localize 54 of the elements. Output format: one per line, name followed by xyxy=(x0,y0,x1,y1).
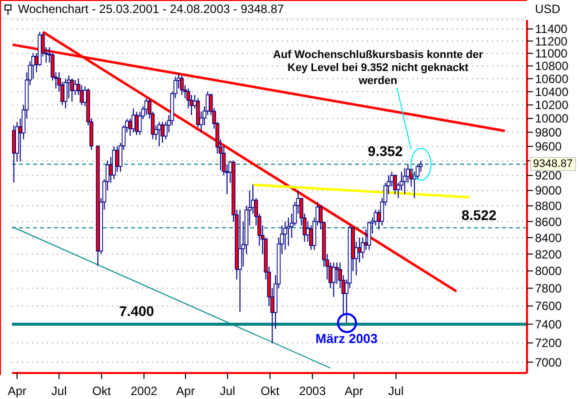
y-tick-label: 11000 xyxy=(535,46,568,61)
annotation: Auf Wochenschlußkursbasis konnte der Key Level bei 9.352 nicht geknackt werden xyxy=(272,49,484,88)
candlestick xyxy=(134,111,138,136)
y-tick-label: 7800 xyxy=(535,281,562,296)
y-tick-label: 7600 xyxy=(535,299,562,314)
y-tick-label: 11200 xyxy=(535,34,568,48)
x-tick-label: Apr xyxy=(8,384,26,398)
y-tick-label: 9800 xyxy=(535,126,562,140)
candlestick xyxy=(309,225,313,250)
y-tick-label: 10800 xyxy=(535,59,569,74)
x-tick-label: Jul xyxy=(220,384,236,398)
y-tick-label: 11400 xyxy=(535,22,568,36)
candlestick xyxy=(334,262,339,284)
candlestick xyxy=(238,209,242,313)
y-tick-label: 9000 xyxy=(535,184,562,198)
x-tick-label: 2002 xyxy=(130,384,158,398)
candlestick xyxy=(180,74,184,96)
x-tick-label: Apr xyxy=(176,384,195,398)
x-tick-label: Okt xyxy=(92,384,112,398)
chart-title: Wochenchart - 25.03.2001 - 24.08.2003 - 9348.87 xyxy=(18,2,284,16)
text: 9348.87 xyxy=(530,157,576,172)
y-tick-label: 10400 xyxy=(535,84,569,99)
y-tick-label: 8400 xyxy=(535,230,562,245)
y-tick-label: 7400 xyxy=(535,317,562,332)
candlestick xyxy=(332,262,336,298)
annotation: 9.352 xyxy=(366,143,404,160)
annotation: März 2003 xyxy=(314,330,379,346)
x-tick-label: Apr xyxy=(344,384,364,398)
x-tick-label: Jul xyxy=(51,384,67,398)
y-tick-label: 7000 xyxy=(535,355,562,370)
y-tick-label: 8200 xyxy=(535,247,562,262)
y-tick-label: 7200 xyxy=(535,336,562,350)
y-tick-label: 9600 xyxy=(535,140,562,154)
annotation: 7.400 xyxy=(118,303,156,320)
x-tick-label: Jul xyxy=(388,384,404,398)
candlestick xyxy=(128,118,132,136)
y-tick-label: 10200 xyxy=(535,98,569,112)
x-tick-label: 2003 xyxy=(299,384,326,398)
candlestick xyxy=(283,221,288,250)
annotation: 8.522 xyxy=(460,206,498,223)
candlestick xyxy=(160,121,164,144)
y-tick-label: 10000 xyxy=(535,112,569,126)
y-tick-label: 10600 xyxy=(535,72,569,86)
y-tick-label: 8800 xyxy=(535,199,562,214)
text: USD xyxy=(535,2,560,16)
x-tick-label: Okt xyxy=(260,384,280,398)
candlestick xyxy=(393,174,397,195)
candlestick xyxy=(64,78,68,109)
y-tick-label: 9200 xyxy=(535,168,562,183)
candlestick xyxy=(286,217,290,246)
y-tick-label: 8600 xyxy=(535,214,562,229)
candlestick xyxy=(70,78,74,102)
y-tick-label: 8000 xyxy=(535,264,562,278)
candlestick xyxy=(367,221,372,250)
